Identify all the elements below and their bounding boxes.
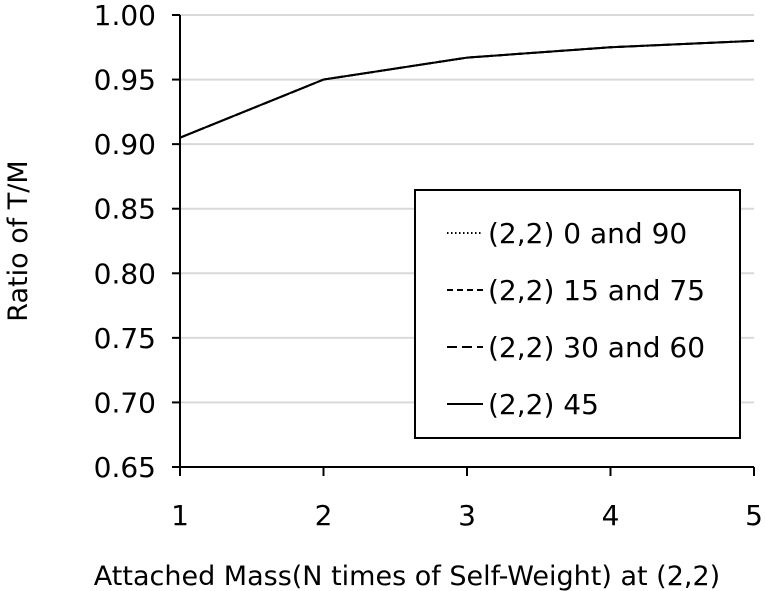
series-line [179, 39, 755, 139]
y-axis-title: Ratio of T/M [3, 160, 34, 321]
x-tick-label: 3 [458, 499, 476, 532]
y-tick-label: 0.65 [94, 451, 156, 484]
y-tick-label: 0.90 [94, 128, 156, 161]
y-tick-label: 1.00 [94, 0, 156, 32]
y-tick-label: 0.75 [94, 322, 156, 355]
legend-label: (2,2) 45 [488, 388, 599, 421]
y-tick-label: 0.85 [94, 193, 156, 226]
y-tick-labels: 0.65 0.70 0.75 0.80 0.85 0.90 0.95 1.00 [94, 0, 180, 484]
legend-box [414, 189, 741, 439]
legend-label: (2,2) 30 and 60 [488, 331, 705, 364]
series-line [179, 39, 755, 139]
y-tick-label: 0.70 [94, 386, 156, 419]
x-tick-label: 4 [602, 499, 620, 532]
y-tick-label: 0.80 [94, 257, 156, 290]
legend-label: (2,2) 15 and 75 [488, 274, 705, 307]
x-tick-labels: 1 2 3 4 5 [171, 467, 763, 532]
x-axis-title: Attached Mass(N times of Self-Weight) at… [94, 561, 720, 591]
series-lines [179, 39, 755, 139]
series-line [179, 39, 755, 139]
y-tick-label: 0.95 [94, 64, 156, 97]
x-tick-label: 5 [745, 499, 763, 532]
x-tick-label: 1 [171, 499, 189, 532]
x-tick-label: 2 [315, 499, 333, 532]
legend: (2,2) 0 and 90 (2,2) 15 and 75 (2,2) 30 an… [414, 189, 741, 439]
series-line [179, 39, 755, 139]
legend-label: (2,2) 0 and 90 [488, 217, 687, 250]
